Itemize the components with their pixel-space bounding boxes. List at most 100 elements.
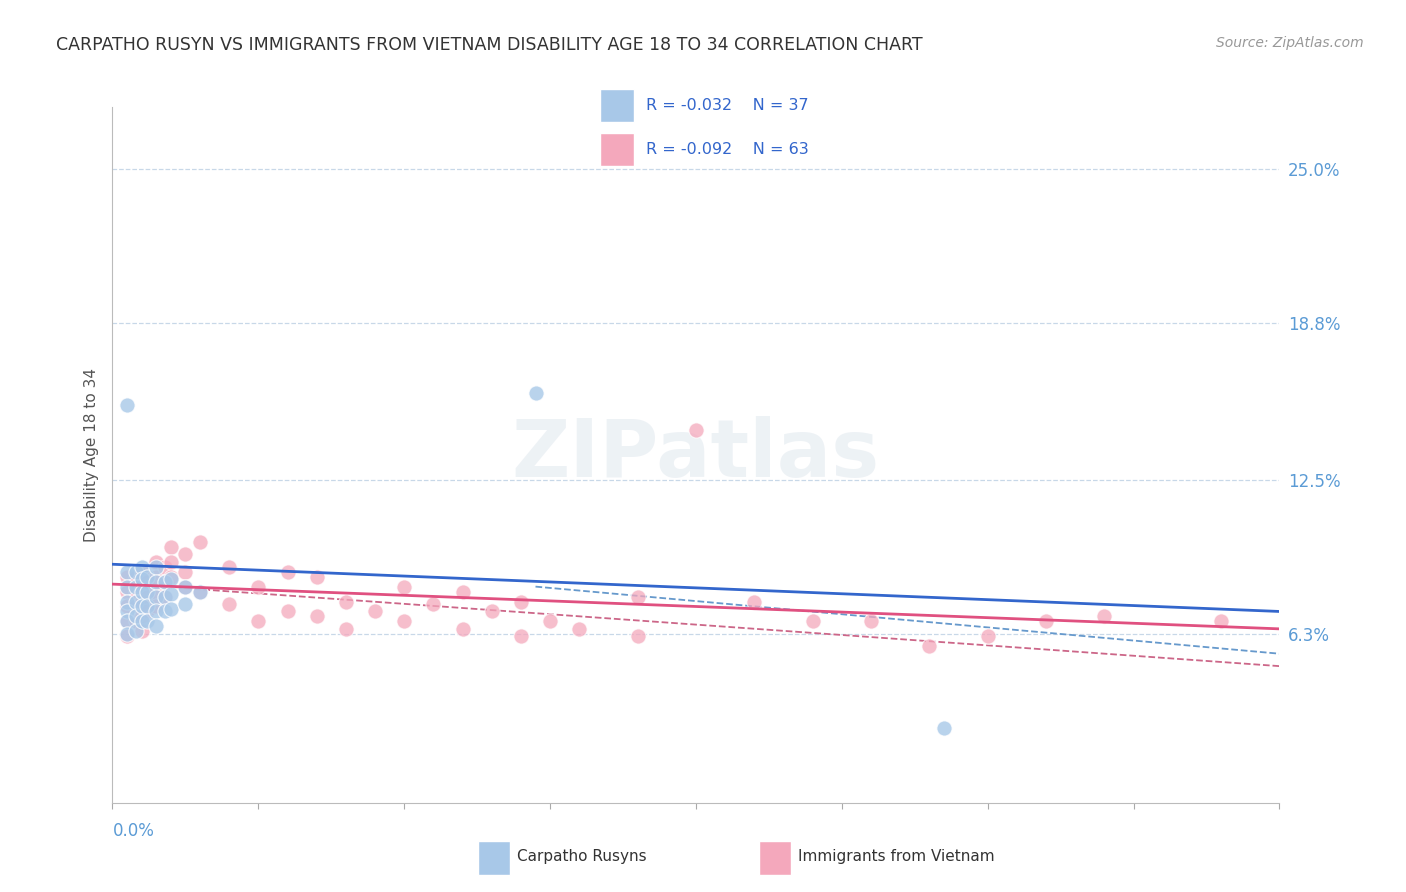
Point bbox=[145, 584, 167, 599]
Y-axis label: Disability Age 18 to 34: Disability Age 18 to 34 bbox=[83, 368, 98, 542]
Point bbox=[160, 572, 183, 586]
Point bbox=[145, 570, 167, 584]
Point bbox=[145, 559, 167, 574]
Point bbox=[153, 574, 176, 589]
Point bbox=[115, 570, 138, 584]
Point bbox=[742, 594, 765, 608]
Point bbox=[188, 534, 211, 549]
Point bbox=[125, 624, 148, 639]
Point bbox=[115, 615, 138, 629]
Point bbox=[247, 580, 270, 594]
Point bbox=[276, 605, 298, 619]
Point bbox=[160, 570, 183, 584]
Point bbox=[160, 587, 183, 601]
Point bbox=[115, 580, 138, 594]
Point bbox=[125, 565, 148, 579]
Point bbox=[160, 602, 183, 616]
Point bbox=[145, 590, 167, 604]
Point bbox=[174, 580, 197, 594]
Point bbox=[524, 385, 547, 400]
Point bbox=[392, 580, 416, 594]
Point bbox=[115, 627, 138, 641]
Point bbox=[153, 559, 176, 574]
Point bbox=[276, 565, 298, 579]
Point bbox=[188, 584, 211, 599]
Point bbox=[125, 599, 148, 614]
Point bbox=[145, 619, 167, 633]
Point bbox=[305, 609, 328, 624]
Point bbox=[115, 398, 138, 412]
Point bbox=[125, 584, 148, 599]
Point bbox=[153, 590, 176, 604]
Point bbox=[1035, 615, 1057, 629]
Point bbox=[392, 615, 416, 629]
Point bbox=[451, 584, 474, 599]
Point bbox=[218, 559, 240, 574]
Point bbox=[115, 594, 138, 608]
Point bbox=[174, 580, 197, 594]
Point bbox=[626, 590, 648, 604]
FancyBboxPatch shape bbox=[600, 133, 634, 166]
Point bbox=[685, 423, 707, 437]
Point bbox=[174, 597, 197, 611]
Point bbox=[932, 721, 955, 735]
Text: R = -0.032    N = 37: R = -0.032 N = 37 bbox=[647, 98, 808, 113]
Point bbox=[136, 590, 159, 604]
Point bbox=[145, 605, 167, 619]
Point bbox=[115, 605, 138, 619]
Point bbox=[145, 555, 167, 569]
Point bbox=[131, 584, 153, 599]
Point bbox=[188, 584, 211, 599]
Point bbox=[125, 580, 148, 594]
FancyBboxPatch shape bbox=[600, 89, 634, 122]
Point bbox=[481, 605, 503, 619]
Text: CARPATHO RUSYN VS IMMIGRANTS FROM VIETNAM DISABILITY AGE 18 TO 34 CORRELATION CH: CARPATHO RUSYN VS IMMIGRANTS FROM VIETNA… bbox=[56, 36, 922, 54]
Point bbox=[859, 615, 883, 629]
Point bbox=[131, 599, 153, 614]
Point bbox=[509, 629, 531, 643]
Point bbox=[131, 615, 153, 629]
Point bbox=[136, 599, 159, 614]
Point bbox=[145, 599, 167, 614]
Point bbox=[568, 622, 591, 636]
Point bbox=[801, 615, 824, 629]
Point bbox=[364, 605, 387, 619]
FancyBboxPatch shape bbox=[478, 840, 510, 875]
Point bbox=[136, 574, 159, 589]
Point bbox=[131, 624, 153, 639]
Point bbox=[1209, 615, 1232, 629]
Point bbox=[125, 615, 148, 629]
Text: R = -0.092    N = 63: R = -0.092 N = 63 bbox=[647, 142, 808, 157]
Point bbox=[136, 570, 159, 584]
Text: Immigrants from Vietnam: Immigrants from Vietnam bbox=[799, 849, 994, 863]
Point bbox=[976, 629, 998, 643]
Point bbox=[115, 629, 138, 643]
Point bbox=[115, 599, 138, 614]
Text: 0.0%: 0.0% bbox=[112, 822, 155, 839]
Point bbox=[335, 594, 357, 608]
Point bbox=[145, 574, 167, 589]
Point bbox=[160, 540, 183, 554]
Point bbox=[136, 584, 159, 599]
Point bbox=[1092, 609, 1115, 624]
Point bbox=[115, 584, 138, 599]
Text: ZIPatlas: ZIPatlas bbox=[512, 416, 880, 494]
Point bbox=[131, 609, 153, 624]
Point bbox=[218, 597, 240, 611]
FancyBboxPatch shape bbox=[759, 840, 792, 875]
Text: Carpatho Rusyns: Carpatho Rusyns bbox=[517, 849, 647, 863]
Point bbox=[131, 565, 153, 579]
Point bbox=[335, 622, 357, 636]
Point bbox=[153, 574, 176, 589]
Point bbox=[115, 565, 138, 579]
Point bbox=[131, 559, 153, 574]
Point bbox=[136, 605, 159, 619]
Point bbox=[509, 594, 531, 608]
Point bbox=[131, 580, 153, 594]
Point bbox=[115, 615, 138, 629]
Point bbox=[626, 629, 648, 643]
Point bbox=[153, 605, 176, 619]
Point bbox=[174, 565, 197, 579]
Point bbox=[160, 555, 183, 569]
Point bbox=[451, 622, 474, 636]
